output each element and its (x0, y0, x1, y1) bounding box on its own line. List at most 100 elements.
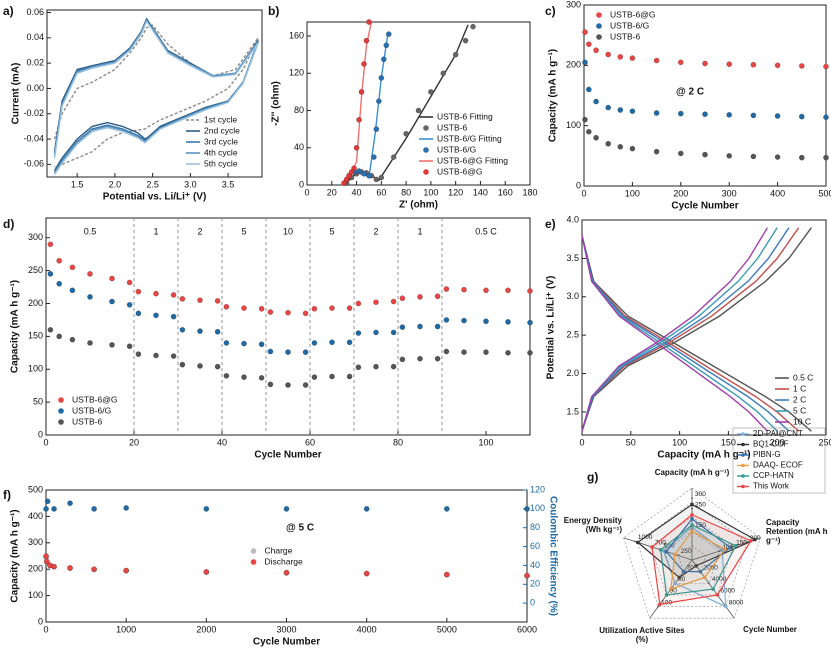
series-line (581, 227, 790, 432)
legend-marker (741, 432, 745, 436)
data-point (653, 110, 660, 116)
x-tick-label: 3.5 (222, 179, 235, 189)
legend-label: USTB-6@G (72, 394, 117, 404)
radar-point (690, 517, 694, 521)
data-point (702, 60, 708, 67)
x-tick-label: 140 (473, 187, 488, 197)
data-point (47, 326, 54, 333)
x-tick-label: 400 (770, 188, 785, 198)
legend-label: CCP-HATN (753, 471, 794, 480)
data-point (69, 264, 76, 271)
x-tick-label: 0 (581, 188, 586, 198)
panel-label: g) (587, 470, 598, 484)
x-tick-label: 100 (478, 437, 493, 447)
data-point (346, 339, 353, 346)
rate-label: 5 (329, 226, 334, 236)
radar-tick (657, 605, 660, 608)
radar-tick (634, 540, 636, 543)
radar-axis-name: Cycle Number (743, 625, 797, 634)
radar-point (715, 593, 720, 597)
radar-tick-label: 70 (687, 564, 695, 571)
radar-point (690, 523, 694, 527)
y-tick-label: 200 (566, 60, 581, 70)
data-point (203, 506, 210, 512)
data-point (823, 114, 829, 121)
y-tick-label: 160 (289, 30, 304, 40)
data-point (677, 110, 684, 117)
data-point (371, 154, 377, 160)
data-point (428, 89, 434, 95)
data-point (505, 287, 511, 294)
annotation: @ 5 C (286, 523, 314, 534)
data-point (443, 317, 450, 323)
y-axis-label: Capacity (mA h g⁻¹) (10, 509, 21, 602)
data-point (69, 287, 76, 294)
data-point (677, 59, 684, 66)
radar-series (659, 524, 737, 596)
radar-point (690, 529, 694, 533)
x-tick-label: 500 (818, 188, 831, 198)
radar-tick (718, 550, 721, 553)
data-point (527, 349, 533, 356)
x-tick-label: 180 (522, 187, 537, 197)
rate-label: 0.5 (84, 226, 97, 236)
series-line (581, 235, 790, 432)
series-line (581, 235, 812, 432)
data-point (653, 57, 660, 64)
data-point (47, 241, 54, 248)
data-point (629, 55, 636, 61)
panel-label: b) (268, 4, 279, 18)
data-point (87, 294, 93, 300)
x-tick-label: 100 (423, 187, 438, 197)
data-point (126, 343, 133, 350)
x-tick-label: 3.0 (184, 179, 197, 189)
data-point (267, 381, 274, 388)
data-point (285, 309, 291, 316)
data-point (774, 113, 781, 119)
y-tick-label: 80 (294, 105, 304, 115)
y-tick-label: 100 (566, 120, 581, 130)
data-point (443, 571, 450, 578)
data-point (67, 500, 73, 507)
y2-tick-label: 0 (530, 598, 535, 608)
data-point (123, 505, 130, 511)
data-point (355, 330, 362, 336)
y-tick-label: 1.5 (566, 406, 579, 416)
y-axis-label: -Z'' (ohm) (271, 81, 282, 126)
data-point (329, 373, 335, 380)
data-point (750, 61, 757, 68)
x-tick-label: 100 (625, 188, 640, 198)
legend-label: USTB-6/G (437, 144, 476, 154)
data-point (109, 342, 115, 348)
legend-label: USTB-6 Fitting (437, 111, 493, 121)
data-point (390, 154, 397, 160)
data-point (43, 558, 50, 565)
legend-symbol (596, 12, 602, 18)
data-point (343, 176, 350, 183)
legend-label: USTB-6 (437, 122, 468, 132)
x-tick-label: 200 (673, 188, 688, 198)
data-point (223, 372, 230, 379)
legend-label: 1 C (793, 383, 806, 393)
series-line (581, 227, 812, 432)
y-tick-label: 0 (576, 180, 581, 190)
data-point (380, 56, 387, 63)
y-tick-label: 300 (28, 232, 43, 242)
legend-symbol (423, 125, 429, 131)
y-tick-label: 300 (566, 0, 581, 9)
data-point (355, 364, 362, 371)
data-point (390, 329, 397, 336)
data-point (363, 37, 370, 44)
data-point (452, 51, 459, 58)
radar-tick (732, 545, 734, 548)
radar-point (635, 540, 640, 545)
radar-series (651, 514, 752, 605)
legend-marker (741, 463, 745, 468)
radar-point (664, 549, 669, 554)
data-point (390, 363, 397, 370)
data-point (135, 351, 142, 357)
data-point (505, 319, 511, 325)
x-tick-label: 4000 (357, 624, 377, 634)
radar-tick-label: 80 (678, 576, 686, 583)
y-tick-label: -0.02 (23, 108, 44, 118)
